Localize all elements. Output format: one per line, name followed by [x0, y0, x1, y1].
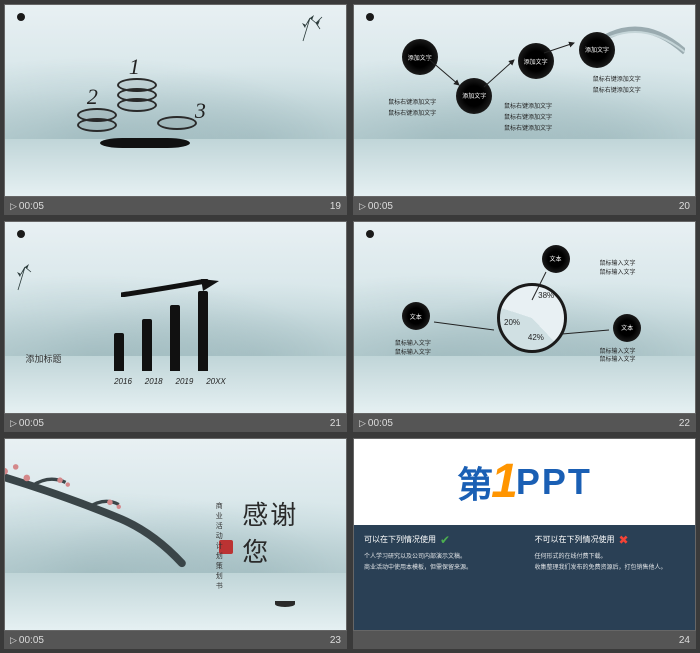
slide-meta: ▷00:05 19 — [4, 197, 347, 215]
ring-num-1: 1 — [129, 54, 140, 80]
bar — [114, 333, 124, 371]
slide-23-wrapper: 感谢您 商业活动计划策划书 ▷00:05 23 — [4, 438, 347, 649]
play-icon: ▷ — [359, 418, 366, 428]
slide-21-wrapper: 添加标题 2016 2018 2019 20XX ▷00:05 21 — [4, 221, 347, 432]
branch-icon — [4, 458, 210, 573]
slide-meta: ▷00:05 22 — [353, 414, 696, 432]
forbidden-title: 不可以在下列情况使用 — [535, 534, 615, 545]
slide-number: 24 — [679, 635, 690, 646]
play-icon: ▷ — [10, 201, 17, 211]
slide-number: 20 — [679, 201, 690, 212]
thanks-subtitle: 商业活动计划策划书 — [213, 502, 223, 592]
usage-line: 个人学习研究以及公司内部演示文稿。 — [364, 551, 515, 560]
slide-24-wrapper: 第 1 PPT 可以在下列情况使用 ✔ 个人学习研究以及公司内部演示文稿。 商业活… — [353, 438, 696, 649]
slide-19[interactable]: 1 2 3 — [4, 4, 347, 197]
slide-meta: ▷00:05 23 — [4, 631, 347, 649]
slide-22-wrapper: 38% 20% 42% 文本 文本 文本 鼠标输入文字鼠标输入文字 鼠标输入文字… — [353, 221, 696, 432]
slide-number: 23 — [330, 635, 341, 646]
play-icon: ▷ — [10, 418, 17, 428]
flow-caption: 鼠标右键添加文字 — [593, 74, 641, 83]
allowed-title: 可以在下列情况使用 — [364, 534, 436, 545]
pie-desc: 鼠标输入文字鼠标输入文字 — [600, 260, 636, 277]
slide-22[interactable]: 38% 20% 42% 文本 文本 文本 鼠标输入文字鼠标输入文字 鼠标输入文字… — [353, 221, 696, 414]
duration-label: 00:05 — [368, 418, 393, 429]
usage-line: 任何形式的在线付费下载。 — [535, 551, 686, 560]
usage-forbidden: 不可以在下列情况使用 ✖ 任何形式的在线付费下载。 收集整理我们发布的免费资源后，… — [525, 525, 696, 630]
duration-label: 00:05 — [368, 201, 393, 212]
bamboo-icon — [298, 13, 338, 43]
year-label: 2019 — [176, 377, 194, 386]
logo-left: 第 — [457, 456, 495, 508]
flow-caption: 鼠标右键添加文字 — [593, 85, 641, 94]
pie-lines — [354, 222, 695, 413]
usage-line: 商业活动中使用本模板，但需保留来源。 — [364, 562, 515, 571]
year-label: 2016 — [114, 377, 132, 386]
slide-number: 19 — [330, 201, 341, 212]
play-icon: ▷ — [10, 635, 17, 645]
ink-stroke-icon — [100, 138, 190, 148]
slide-20-wrapper: 添加文字 添加文字 添加文字 添加文字 鼠标右键添加文字 鼠标右键添加文字 鼠标… — [353, 4, 696, 215]
bullet-icon — [17, 13, 25, 21]
slide-meta: ▷00:05 21 — [4, 414, 347, 432]
flow-caption: 鼠标右键添加文字 — [504, 123, 552, 132]
ring-num-2: 2 — [87, 84, 98, 110]
usage-line: 收集整理我们发布的免费资源后，打包销售他人。 — [535, 562, 686, 571]
slide-number: 21 — [330, 418, 341, 429]
bar-chart — [114, 291, 208, 371]
logo-right: PPT — [516, 461, 592, 503]
duration-label: 00:05 — [19, 635, 44, 646]
pie-desc: 鼠标输入文字鼠标输入文字 — [600, 348, 636, 365]
slides-grid: 1 2 3 ▷00:05 19 添加文字 添加文字 添加文字 添加文字 — [4, 4, 696, 649]
flow-caption: 鼠标右键添加文字 — [504, 101, 552, 110]
pie-desc: 鼠标输入文字鼠标输入文字 — [395, 340, 431, 357]
bamboo-icon — [13, 262, 53, 292]
flow-caption: 鼠标右键添加文字 — [504, 112, 552, 121]
bar — [170, 305, 180, 371]
slide-meta: 24 — [353, 631, 696, 649]
slide-meta: ▷00:05 20 — [353, 197, 696, 215]
bullet-icon — [17, 230, 25, 238]
bar — [198, 291, 208, 371]
flow-caption: 鼠标右键添加文字 — [388, 108, 436, 117]
cross-icon: ✖ — [619, 533, 629, 547]
duration-label: 00:05 — [19, 201, 44, 212]
check-icon: ✔ — [440, 533, 450, 547]
boat-icon — [275, 601, 295, 607]
year-label: 20XX — [206, 377, 226, 386]
slide-23[interactable]: 感谢您 商业活动计划策划书 — [4, 438, 347, 631]
slide-19-wrapper: 1 2 3 ▷00:05 19 — [4, 4, 347, 215]
usage-panel: 可以在下列情况使用 ✔ 个人学习研究以及公司内部演示文稿。 商业活动中使用本模板，… — [354, 525, 695, 630]
year-label: 2018 — [145, 377, 163, 386]
play-icon: ▷ — [359, 201, 366, 211]
bar — [142, 319, 152, 371]
slide-20[interactable]: 添加文字 添加文字 添加文字 添加文字 鼠标右键添加文字 鼠标右键添加文字 鼠标… — [353, 4, 696, 197]
slide-number: 22 — [679, 418, 690, 429]
chart-title: 添加标题 — [25, 352, 61, 365]
slide-24[interactable]: 第 1 PPT 可以在下列情况使用 ✔ 个人学习研究以及公司内部演示文稿。 商业活… — [353, 438, 696, 631]
logo: 第 1 PPT — [354, 439, 695, 525]
usage-allowed: 可以在下列情况使用 ✔ 个人学习研究以及公司内部演示文稿。 商业活动中使用本模板，… — [354, 525, 525, 630]
slide-21[interactable]: 添加标题 2016 2018 2019 20XX — [4, 221, 347, 414]
ring-num-3: 3 — [195, 98, 206, 124]
thanks-title: 感谢您 — [242, 495, 298, 569]
duration-label: 00:05 — [19, 418, 44, 429]
flow-caption: 鼠标右键添加文字 — [388, 97, 436, 106]
